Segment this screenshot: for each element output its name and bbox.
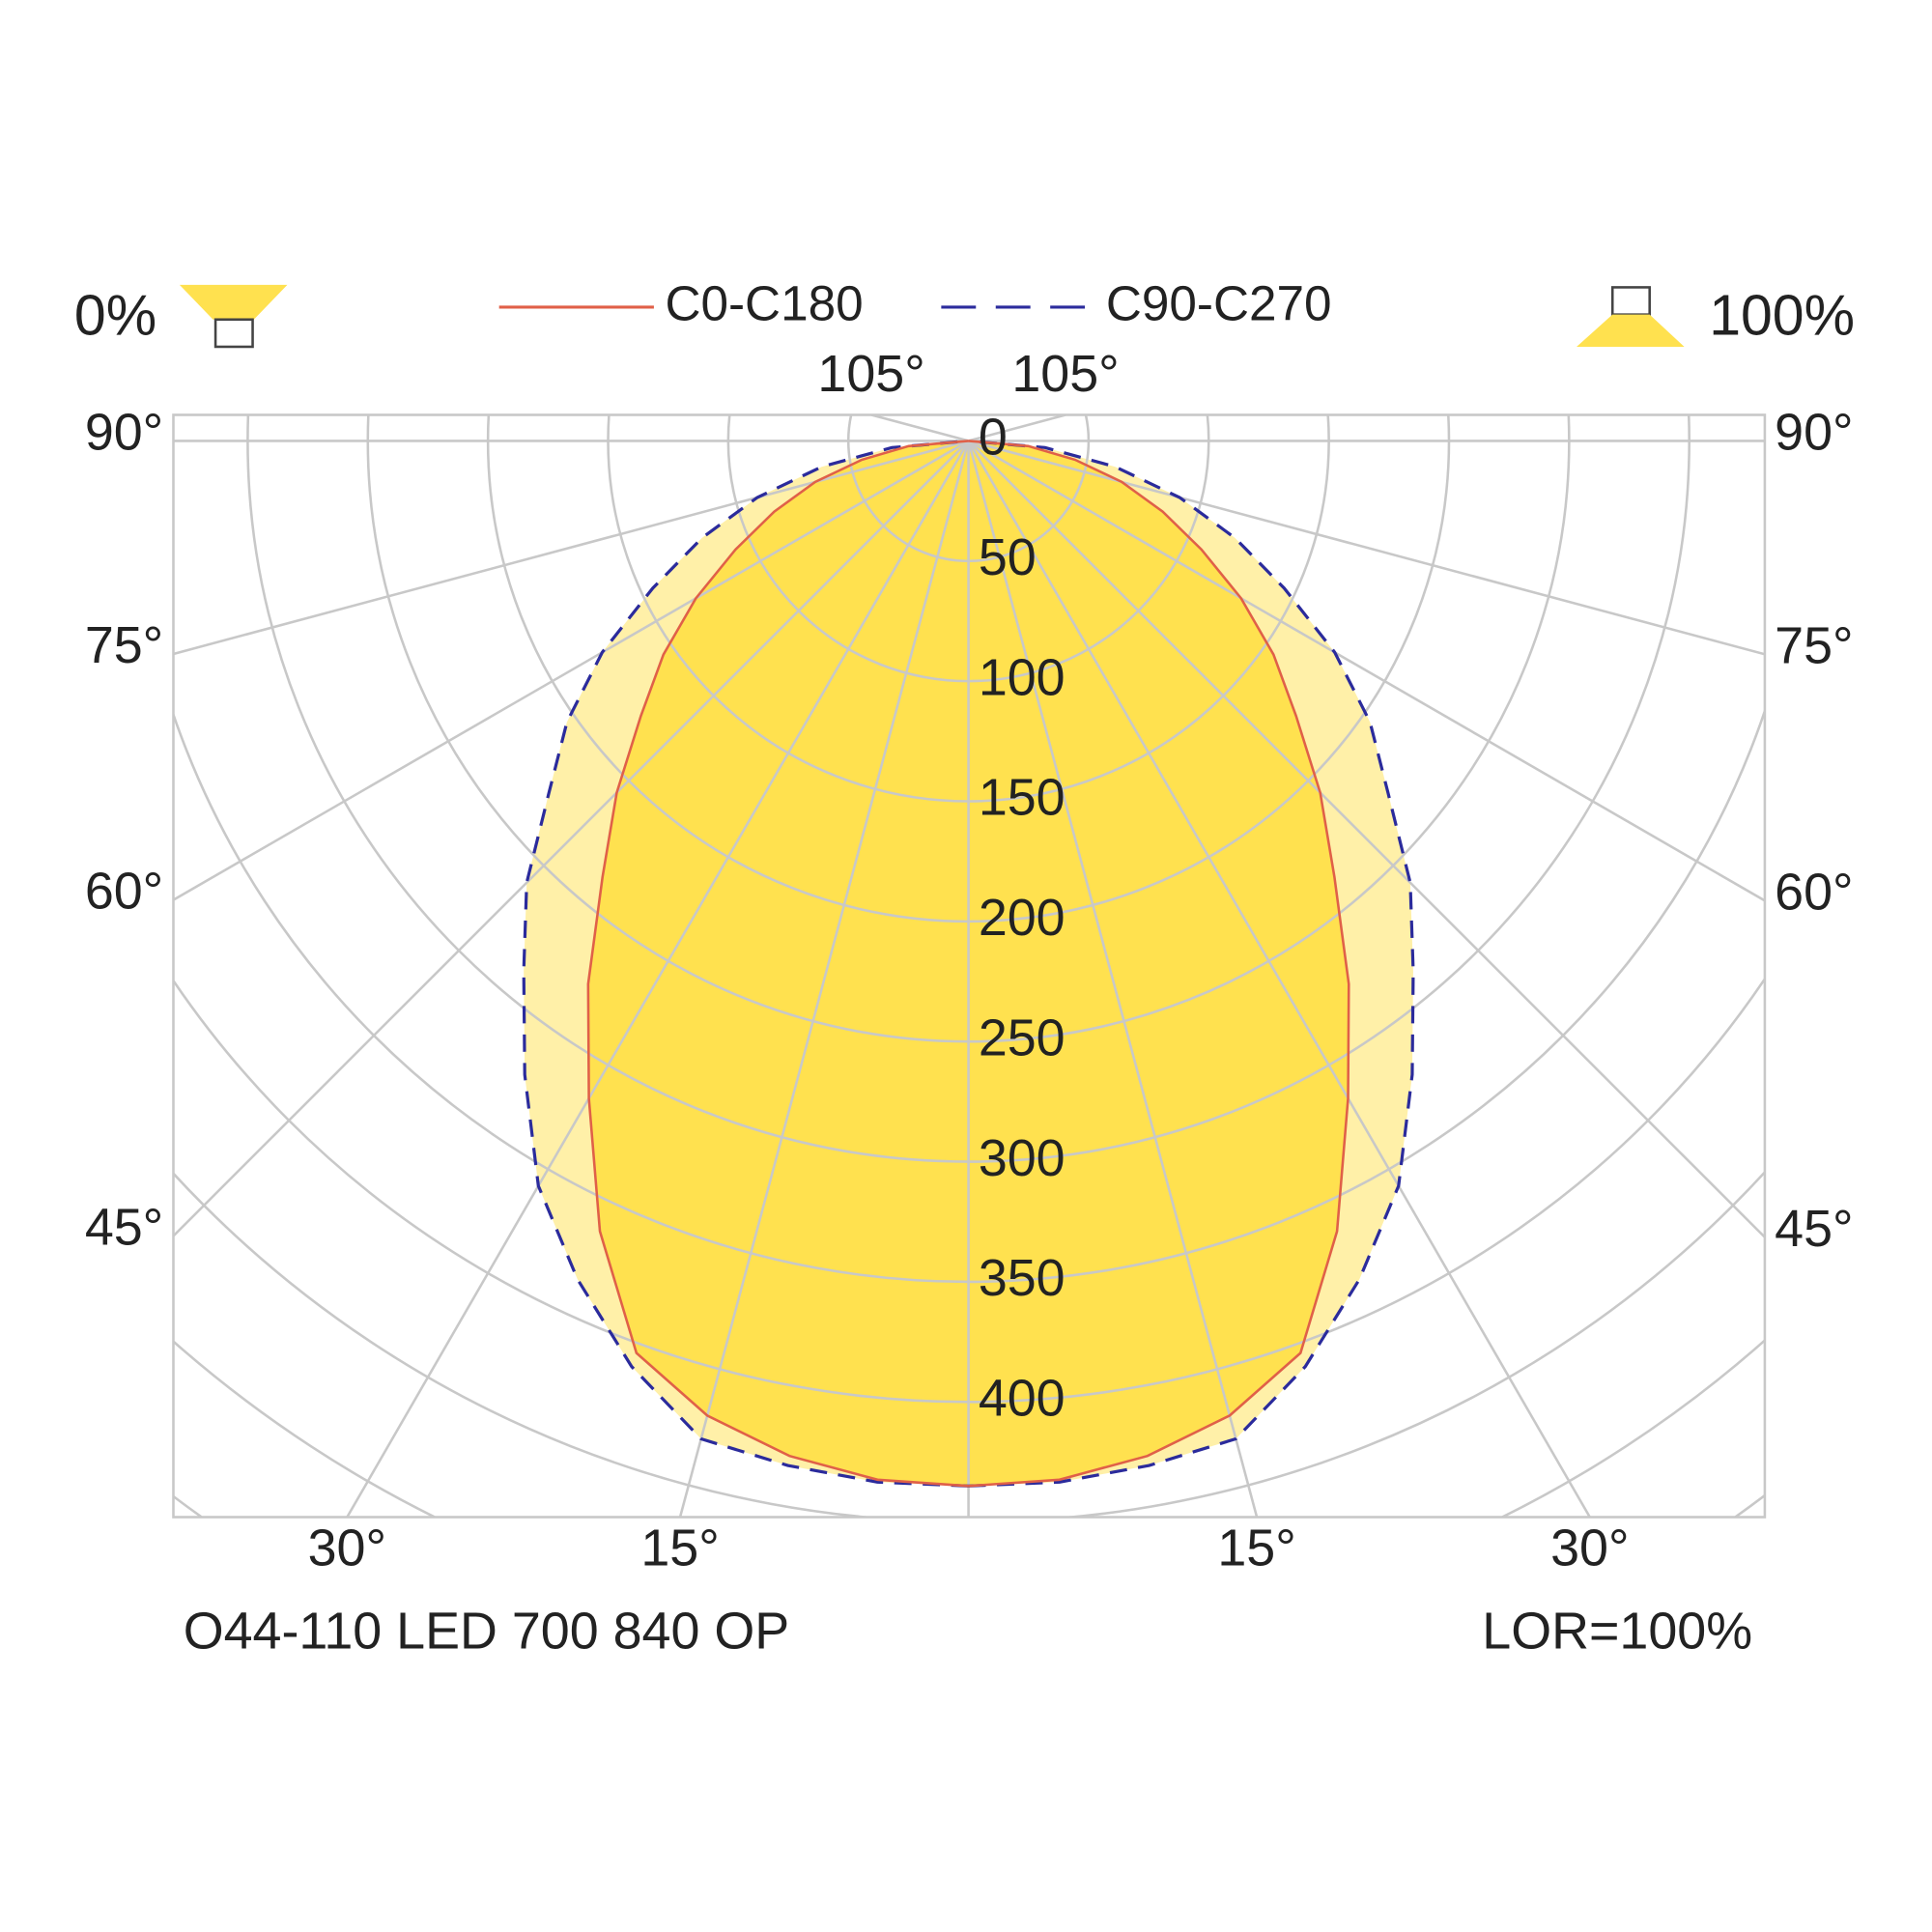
upward-icon xyxy=(179,284,288,320)
r-tick-label: 0 xyxy=(979,409,1008,467)
angle-tick-label: 60° xyxy=(1775,863,1853,921)
curve-line xyxy=(968,440,1350,1488)
downward-icon-box xyxy=(1610,286,1651,316)
downward-label: 100% xyxy=(1709,284,1855,347)
angle-tick-label: 90° xyxy=(85,404,163,462)
labels: 0 50 100 150 200 250 300 350 400 15° 15° 30° 30° 45° 4… xyxy=(85,345,1854,1577)
angle-tick-label: 45° xyxy=(85,1199,163,1257)
legend: C0-C180 C90-C270 xyxy=(498,275,1332,330)
angle-tick-label: 30° xyxy=(308,1520,386,1577)
fills xyxy=(524,440,1413,1487)
curve-area xyxy=(587,440,969,1487)
angle-tick-label: 75° xyxy=(1775,616,1853,674)
angle-tick-label: 45° xyxy=(1775,1200,1853,1258)
curve-area xyxy=(968,440,1350,1487)
legend-label: C0-C180 xyxy=(665,275,863,330)
grid-spoke xyxy=(173,440,969,656)
downward-icon xyxy=(1577,314,1685,347)
curve-line xyxy=(586,440,969,1488)
angle-tick-label: 90° xyxy=(1775,404,1853,462)
grid xyxy=(173,414,1765,1518)
grid-spoke xyxy=(870,414,969,442)
product-label: O44-110 LED 700 840 OP xyxy=(184,1603,789,1661)
r-tick-label: 250 xyxy=(979,1009,1065,1066)
grid-spoke xyxy=(967,440,1765,902)
grid-spoke xyxy=(968,414,1066,442)
angle-tick-label: 60° xyxy=(85,863,163,921)
legend-label: C90-C270 xyxy=(1106,275,1332,330)
angle-tick-label: 75° xyxy=(85,616,163,674)
curve-line xyxy=(522,439,969,1488)
angle-tick-label: 15° xyxy=(640,1520,719,1577)
r-tick-label: 350 xyxy=(979,1249,1065,1307)
upward-label: 0% xyxy=(74,284,156,347)
grid-spoke xyxy=(968,440,1765,656)
grid-spoke xyxy=(967,440,1765,1238)
grid-spoke xyxy=(173,440,970,901)
curves xyxy=(522,439,1415,1488)
curve-line xyxy=(968,439,1415,1488)
r-tick-label: 150 xyxy=(979,769,1065,827)
upward-icon-box xyxy=(213,318,254,349)
angle-tick-label: 30° xyxy=(1550,1520,1629,1577)
angle-tick-label: 105° xyxy=(817,345,924,403)
angle-tick-label: 105° xyxy=(1011,345,1119,403)
grid-spoke xyxy=(173,440,970,1237)
angle-tick-label: 15° xyxy=(1217,1520,1295,1577)
r-tick-label: 200 xyxy=(979,889,1065,947)
r-tick-label: 100 xyxy=(979,648,1065,706)
lor-label: LOR=100% xyxy=(1482,1603,1752,1661)
grid-spoke xyxy=(967,440,1591,1518)
r-tick-label: 300 xyxy=(979,1129,1065,1187)
grid-spoke xyxy=(967,440,1259,1518)
grid-spoke xyxy=(346,440,970,1518)
r-tick-label: 50 xyxy=(979,528,1037,586)
grid-spoke xyxy=(678,440,970,1518)
r-tick-label: 400 xyxy=(979,1370,1065,1428)
